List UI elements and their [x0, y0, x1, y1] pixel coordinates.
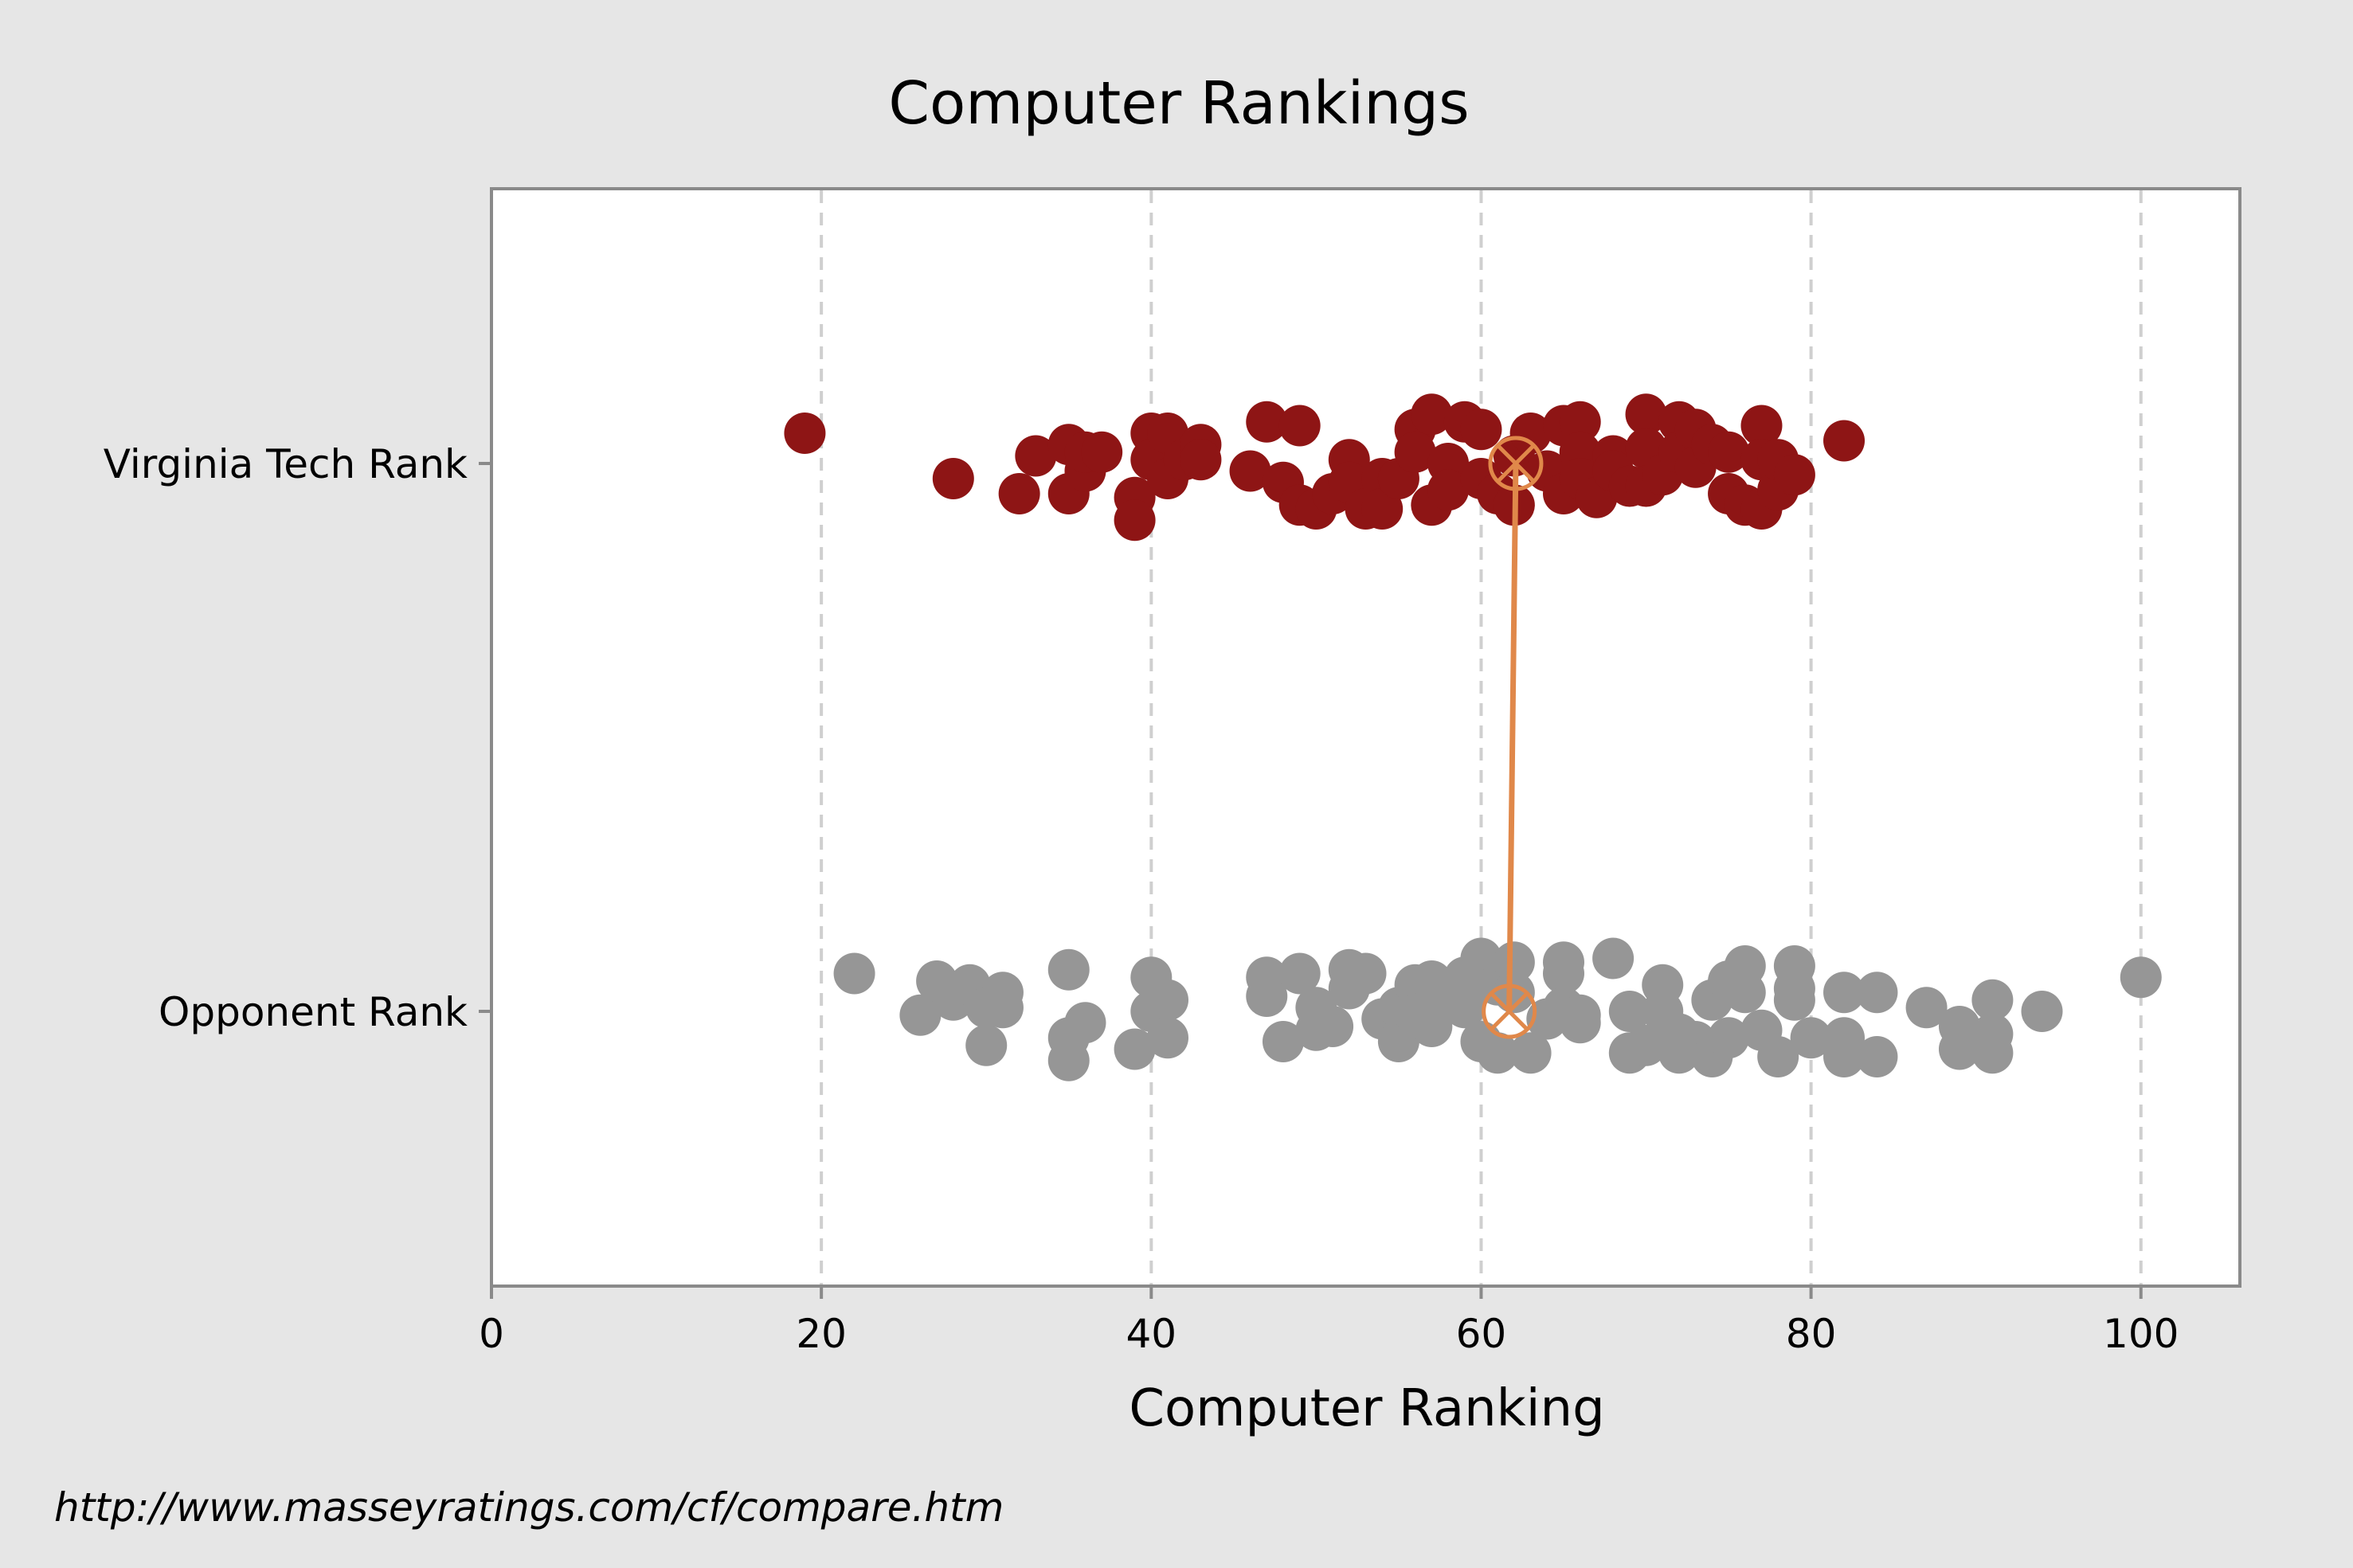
- mean-connector-line: [1506, 463, 1519, 1012]
- vt-rank-point: [1625, 393, 1667, 436]
- vt-rank-point: [1708, 431, 1750, 473]
- opponent-rank-point: [1493, 941, 1535, 983]
- opponent-rank-point: [2021, 991, 2063, 1032]
- opponent-rank-point: [1905, 987, 1948, 1029]
- vt-rank-point: [1773, 454, 1815, 496]
- opponent-rank-point: [1708, 1017, 1750, 1059]
- y-category-label: Virginia Tech Rank: [104, 441, 468, 487]
- mean-connector: [1482, 436, 1544, 1039]
- vt-rank-point: [1740, 405, 1783, 447]
- grid-lines: [820, 190, 2143, 1285]
- opponent-rank-point: [833, 952, 875, 995]
- opponent-rank-point: [1477, 1032, 1519, 1074]
- x-tick-label: 100: [2103, 1311, 2179, 1357]
- vt-rank-point: [1411, 393, 1453, 436]
- opponent-rank-point: [965, 1024, 1008, 1066]
- vt-rank-point: [932, 458, 974, 499]
- opponent-rank-point: [1823, 972, 1866, 1014]
- x-tick-label: 0: [479, 1311, 504, 1357]
- vt-rank-point: [1427, 469, 1470, 511]
- vt-rank-point: [1180, 439, 1222, 481]
- opponent-rank-point: [1773, 979, 1815, 1021]
- vt-rank-point: [1394, 431, 1436, 473]
- vt-rank-point: [1361, 488, 1404, 530]
- opponent-rank-point: [1278, 952, 1321, 995]
- opponent-rank-point: [899, 994, 942, 1036]
- opponent-rank-point: [1790, 1017, 1832, 1059]
- opponent-rank-point: [1971, 979, 2014, 1021]
- opponent-rank-point: [1625, 1024, 1667, 1066]
- opponent-rank-point: [1856, 1036, 1898, 1077]
- x-tick-label: 40: [1126, 1311, 1176, 1357]
- vt-rank-point: [1246, 401, 1288, 443]
- chart-title: Computer Rankings: [888, 69, 1469, 138]
- vt-rank-point: [1015, 435, 1057, 477]
- opponent-rank-point: [1064, 1002, 1106, 1044]
- vt-rank-point: [1823, 420, 1866, 462]
- opponent-rank-point: [1147, 1017, 1189, 1059]
- x-tick-label: 60: [1456, 1311, 1507, 1357]
- opponent-rank-point: [1047, 948, 1090, 991]
- opponent-rank-point: [1509, 1032, 1552, 1074]
- x-tick-label: 20: [796, 1311, 847, 1357]
- mean-marker: [1482, 983, 1537, 1039]
- source-footnote: http://www.masseyratings.com/cf/compare.…: [54, 1484, 1004, 1531]
- opponent-rank-point: [1262, 1021, 1304, 1062]
- opponent-rank-point: [1443, 987, 1486, 1029]
- opponent-rank-point: [1147, 979, 1189, 1021]
- vt-rank-point: [1509, 413, 1552, 454]
- x-axis: 0 20 40 60 80 100: [479, 1286, 2179, 1357]
- opponent-rank-point: [1047, 1039, 1090, 1081]
- mean-marker-cross: [1497, 444, 1535, 483]
- opponent-rank-point: [1971, 1032, 2014, 1074]
- opponent-rank-point: [1542, 952, 1584, 995]
- x-tick-label: 80: [1786, 1311, 1837, 1357]
- opponent-rank-point: [2120, 956, 2162, 999]
- opponent-rank-point: [1757, 1036, 1799, 1077]
- opponent-rank-point: [1493, 972, 1535, 1014]
- y-category-label: Opponent Rank: [159, 989, 468, 1035]
- opponent-rank-point: [1559, 994, 1601, 1036]
- opponent-rank-point: [1724, 972, 1766, 1014]
- opponent-rank-point: [1345, 952, 1387, 995]
- opponent-rank-point: [981, 987, 1024, 1029]
- opponent-rank-point: [1592, 937, 1635, 980]
- vt-rank-point: [784, 413, 826, 454]
- opponent-rank-point: [1823, 1036, 1866, 1077]
- vt-rank-point: [1114, 499, 1156, 542]
- vt-rank-point: [998, 473, 1040, 514]
- opponent-rank-point: [1608, 991, 1650, 1032]
- x-axis-label: Computer Ranking: [1129, 1379, 1604, 1438]
- vt-rank-point: [1081, 431, 1123, 473]
- y-axis: Virginia Tech Rank Opponent Rank: [104, 441, 491, 1035]
- vt-rank-point: [1278, 405, 1321, 447]
- data-points: [784, 393, 2162, 1081]
- opponent-rank-point: [1938, 1028, 1980, 1070]
- opponent-rank-point: [1312, 1006, 1354, 1047]
- vt-rank-point: [1460, 409, 1502, 451]
- opponent-rank-point: [1856, 972, 1898, 1014]
- mean-marker-cross: [1490, 992, 1529, 1030]
- vt-rank-point: [1559, 401, 1601, 443]
- vt-rank-point: [1229, 450, 1271, 492]
- mean-marker: [1488, 436, 1544, 491]
- opponent-rank-point: [1114, 1028, 1156, 1070]
- opponent-rank-point: [1246, 976, 1288, 1017]
- plot-area: [490, 187, 2241, 1288]
